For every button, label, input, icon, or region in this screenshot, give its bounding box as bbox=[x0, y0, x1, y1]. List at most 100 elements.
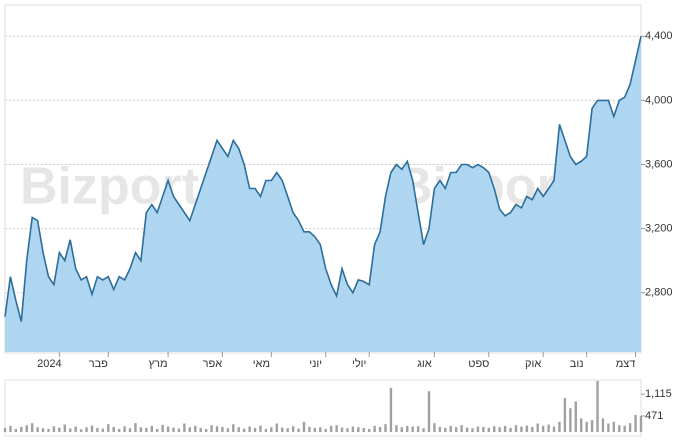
volume-bar bbox=[329, 425, 333, 432]
volume-bar bbox=[427, 391, 431, 432]
volume-bar bbox=[357, 427, 360, 432]
volume-bar bbox=[541, 425, 545, 432]
volume-bar bbox=[177, 428, 181, 432]
volume-bar bbox=[226, 428, 230, 432]
volume-bar bbox=[465, 427, 469, 432]
volume-bar bbox=[585, 421, 588, 432]
x-tick-label: יולי bbox=[352, 357, 366, 370]
x-tick-label: ספט bbox=[468, 358, 489, 370]
volume-bar bbox=[145, 427, 148, 432]
volume-bar bbox=[117, 428, 121, 432]
y-tick-label: 4,400 bbox=[645, 30, 673, 42]
volume-bar bbox=[204, 428, 208, 432]
volume-bar bbox=[313, 427, 317, 432]
volume-bar bbox=[90, 425, 94, 432]
volume-bar bbox=[601, 418, 605, 432]
volume-bar bbox=[194, 425, 197, 432]
volume-bar bbox=[634, 415, 637, 432]
price-line bbox=[4, 36, 642, 322]
volume-bar bbox=[101, 428, 105, 432]
x-tick-label: אפר bbox=[203, 358, 223, 370]
volume-bar bbox=[215, 426, 219, 432]
x-tick-label: נוב bbox=[570, 358, 584, 370]
x-tick-label: אוג bbox=[417, 358, 432, 370]
volume-bar bbox=[275, 423, 278, 432]
y-tick-label: 2,800 bbox=[645, 287, 673, 299]
volume-bar bbox=[623, 425, 626, 432]
volume-bar bbox=[335, 425, 338, 432]
volume-frame bbox=[4, 379, 642, 437]
volume-bar bbox=[552, 426, 556, 432]
volume-bar bbox=[449, 425, 452, 432]
x-tick-label: אוק bbox=[525, 358, 541, 370]
y-tick-label: 3,200 bbox=[645, 222, 673, 234]
volume-bar bbox=[150, 425, 153, 432]
volume-bar bbox=[30, 423, 34, 432]
volume-bar bbox=[340, 427, 344, 432]
volume-bar bbox=[406, 425, 409, 432]
volume-bar bbox=[63, 424, 66, 432]
volume-bar bbox=[308, 426, 311, 432]
volume-bar bbox=[416, 426, 420, 432]
volume-bar bbox=[596, 381, 599, 432]
volume-bar bbox=[368, 428, 371, 432]
volume-bar bbox=[69, 428, 72, 432]
volume-bar bbox=[590, 420, 594, 432]
volume-bar bbox=[569, 408, 572, 432]
volume-bar bbox=[210, 425, 213, 432]
volume-bar bbox=[14, 428, 18, 432]
x-tick-label: מאי bbox=[253, 358, 270, 370]
y-tick-label: 4,000 bbox=[645, 94, 673, 106]
volume-bar bbox=[351, 426, 355, 432]
volume-bar bbox=[221, 426, 224, 432]
volume-bar bbox=[85, 427, 88, 432]
volume-bar bbox=[460, 425, 463, 432]
volume-bar bbox=[36, 427, 39, 432]
volume-bar bbox=[112, 426, 115, 432]
volume-bar bbox=[498, 427, 501, 432]
volume-bar bbox=[297, 428, 300, 432]
volume-bar bbox=[536, 423, 539, 432]
volume-bar bbox=[482, 426, 485, 432]
volume-bar bbox=[25, 425, 28, 432]
volume-bar bbox=[319, 427, 322, 432]
volume-bar bbox=[618, 425, 621, 432]
volume-bar bbox=[400, 427, 404, 432]
volume-bar bbox=[438, 426, 442, 432]
x-tick-label: פבר bbox=[89, 358, 108, 370]
volume-bar bbox=[74, 426, 77, 432]
volume-bar bbox=[563, 398, 567, 432]
volume-bar bbox=[444, 427, 447, 432]
volume-bar bbox=[128, 428, 132, 432]
volume-bar bbox=[639, 415, 643, 432]
volume-bar bbox=[253, 427, 257, 432]
volume-bar bbox=[52, 426, 56, 432]
volume-bar bbox=[96, 427, 99, 432]
volume-bar bbox=[520, 426, 523, 432]
volume-bar bbox=[378, 426, 382, 432]
volume-bar bbox=[454, 427, 458, 432]
volume-bar bbox=[373, 425, 376, 432]
volume-bar bbox=[107, 424, 110, 432]
volume-bar bbox=[476, 426, 480, 432]
volume-bar bbox=[79, 429, 83, 432]
volume-bar bbox=[199, 427, 202, 432]
volume-bar bbox=[389, 387, 393, 432]
volume-bar bbox=[270, 427, 273, 432]
y-tick-label: 1,115 bbox=[645, 388, 672, 400]
volume-bar bbox=[134, 423, 137, 432]
volume-bar bbox=[433, 423, 436, 432]
x-tick-label: יוני bbox=[309, 358, 322, 370]
volume-bar bbox=[41, 428, 45, 432]
volume-bar bbox=[302, 421, 306, 432]
volume-bar bbox=[612, 421, 616, 432]
volume-bar bbox=[139, 427, 143, 432]
volume-bar bbox=[9, 425, 12, 432]
volume-bar bbox=[471, 428, 474, 432]
volume-bar bbox=[58, 427, 61, 432]
volume-bar bbox=[324, 428, 327, 432]
volume-bar bbox=[259, 425, 262, 432]
y-tick-label: 471 bbox=[645, 410, 663, 422]
x-tick-label: דצמ bbox=[616, 358, 636, 370]
